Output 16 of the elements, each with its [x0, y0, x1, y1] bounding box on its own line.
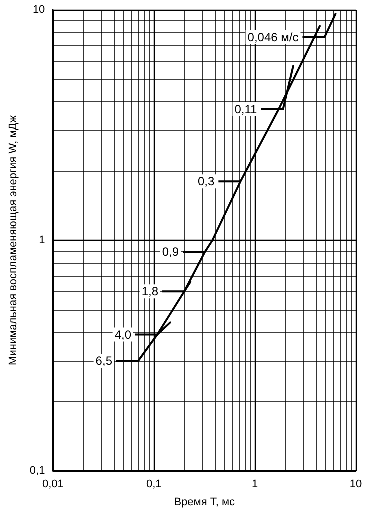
annotation: 0,3 [198, 174, 215, 189]
y-tick-label: 0,1 [30, 465, 46, 477]
x-tick-label: 0,1 [146, 478, 162, 490]
x-axis-title: Время T, мс [174, 496, 236, 508]
y-tick-label: 1 [39, 234, 46, 246]
annotation: 4,0 [114, 328, 132, 342]
y-axis-title: Минимальная воспламеняющая энергия W, мДж [8, 114, 20, 366]
y-tick-label: 10 [32, 4, 46, 16]
annotation: 1,8 [142, 284, 159, 299]
x-tick-label: 10 [350, 478, 362, 490]
x-tick-label: 0,01 [42, 478, 64, 490]
annotation: 6,5 [96, 354, 113, 368]
annotation: 0,046 м/с [248, 30, 299, 44]
annotation: 0,9 [162, 245, 180, 260]
annotation: 0,11 [234, 102, 258, 117]
x-tick-label: 1 [252, 478, 258, 490]
